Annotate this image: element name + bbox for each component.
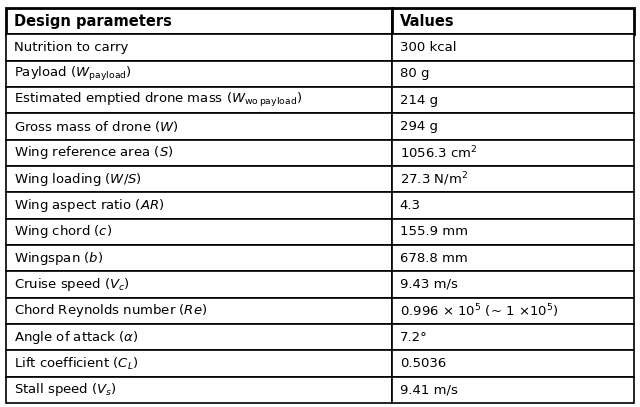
Bar	[6, 114, 392, 140]
Bar	[392, 114, 634, 140]
Text: 214 g: 214 g	[400, 94, 438, 107]
Text: 80 g: 80 g	[400, 68, 429, 81]
Bar	[6, 8, 392, 35]
Text: Cruise speed ($V_c$): Cruise speed ($V_c$)	[14, 276, 130, 293]
Bar	[392, 166, 634, 193]
Bar	[392, 350, 634, 376]
Text: 0.996 $\times$ 10$^5$ (~ 1 $\times$10$^5$): 0.996 $\times$ 10$^5$ (~ 1 $\times$10$^5…	[400, 302, 558, 319]
Text: Wingspan ($b$): Wingspan ($b$)	[14, 249, 103, 267]
Bar	[6, 166, 392, 193]
Text: 9.41 m/s: 9.41 m/s	[400, 383, 458, 396]
Bar	[392, 140, 634, 166]
Text: 0.5036: 0.5036	[400, 357, 446, 370]
Text: Payload ($W_{\mathregular{payload}}$): Payload ($W_{\mathregular{payload}}$)	[14, 65, 132, 83]
Bar	[6, 350, 392, 376]
Text: 1056.3 cm$^2$: 1056.3 cm$^2$	[400, 144, 477, 161]
Bar	[6, 324, 392, 350]
Bar	[6, 271, 392, 298]
Bar	[392, 8, 634, 35]
Bar	[392, 298, 634, 324]
Text: Wing aspect ratio ($AR$): Wing aspect ratio ($AR$)	[14, 197, 164, 214]
Bar	[6, 61, 392, 87]
Bar	[6, 376, 392, 403]
Text: 155.9 mm: 155.9 mm	[400, 225, 468, 239]
Bar	[6, 245, 392, 271]
Bar	[6, 35, 392, 61]
Text: Wing chord ($c$): Wing chord ($c$)	[14, 223, 112, 241]
Text: Nutrition to carry: Nutrition to carry	[14, 41, 129, 54]
Bar	[392, 271, 634, 298]
Text: Wing reference area ($S$): Wing reference area ($S$)	[14, 144, 173, 162]
Bar	[392, 376, 634, 403]
Text: Design parameters: Design parameters	[14, 14, 172, 29]
Text: 9.43 m/s: 9.43 m/s	[400, 278, 458, 291]
Bar	[6, 87, 392, 114]
Text: Values: Values	[400, 14, 454, 29]
Text: Lift coefficient ($C_L$): Lift coefficient ($C_L$)	[14, 355, 139, 372]
Bar	[6, 193, 392, 219]
Bar	[6, 298, 392, 324]
Bar	[392, 219, 634, 245]
Text: 300 kcal: 300 kcal	[400, 41, 456, 54]
Bar	[6, 219, 392, 245]
Text: Wing loading ($W/S$): Wing loading ($W/S$)	[14, 171, 142, 188]
Bar	[392, 61, 634, 87]
Text: Gross mass of drone ($W$): Gross mass of drone ($W$)	[14, 119, 179, 134]
Text: Chord Reynolds number ($Re$): Chord Reynolds number ($Re$)	[14, 302, 207, 319]
Text: Stall speed ($V_s$): Stall speed ($V_s$)	[14, 381, 117, 398]
Text: 678.8 mm: 678.8 mm	[400, 252, 468, 265]
Text: 7.2°: 7.2°	[400, 330, 428, 344]
Text: Angle of attack ($\alpha$): Angle of attack ($\alpha$)	[14, 328, 139, 346]
Text: 27.3 N/m$^2$: 27.3 N/m$^2$	[400, 171, 468, 188]
Bar	[392, 193, 634, 219]
Bar	[392, 35, 634, 61]
Bar	[392, 324, 634, 350]
Text: Estimated emptied drone mass ($W_{\mathregular{wo\,payload}}$): Estimated emptied drone mass ($W_{\mathr…	[14, 91, 302, 109]
Text: 4.3: 4.3	[400, 199, 421, 212]
Bar	[392, 245, 634, 271]
Bar	[392, 87, 634, 114]
Text: 294 g: 294 g	[400, 120, 438, 133]
Bar	[6, 140, 392, 166]
